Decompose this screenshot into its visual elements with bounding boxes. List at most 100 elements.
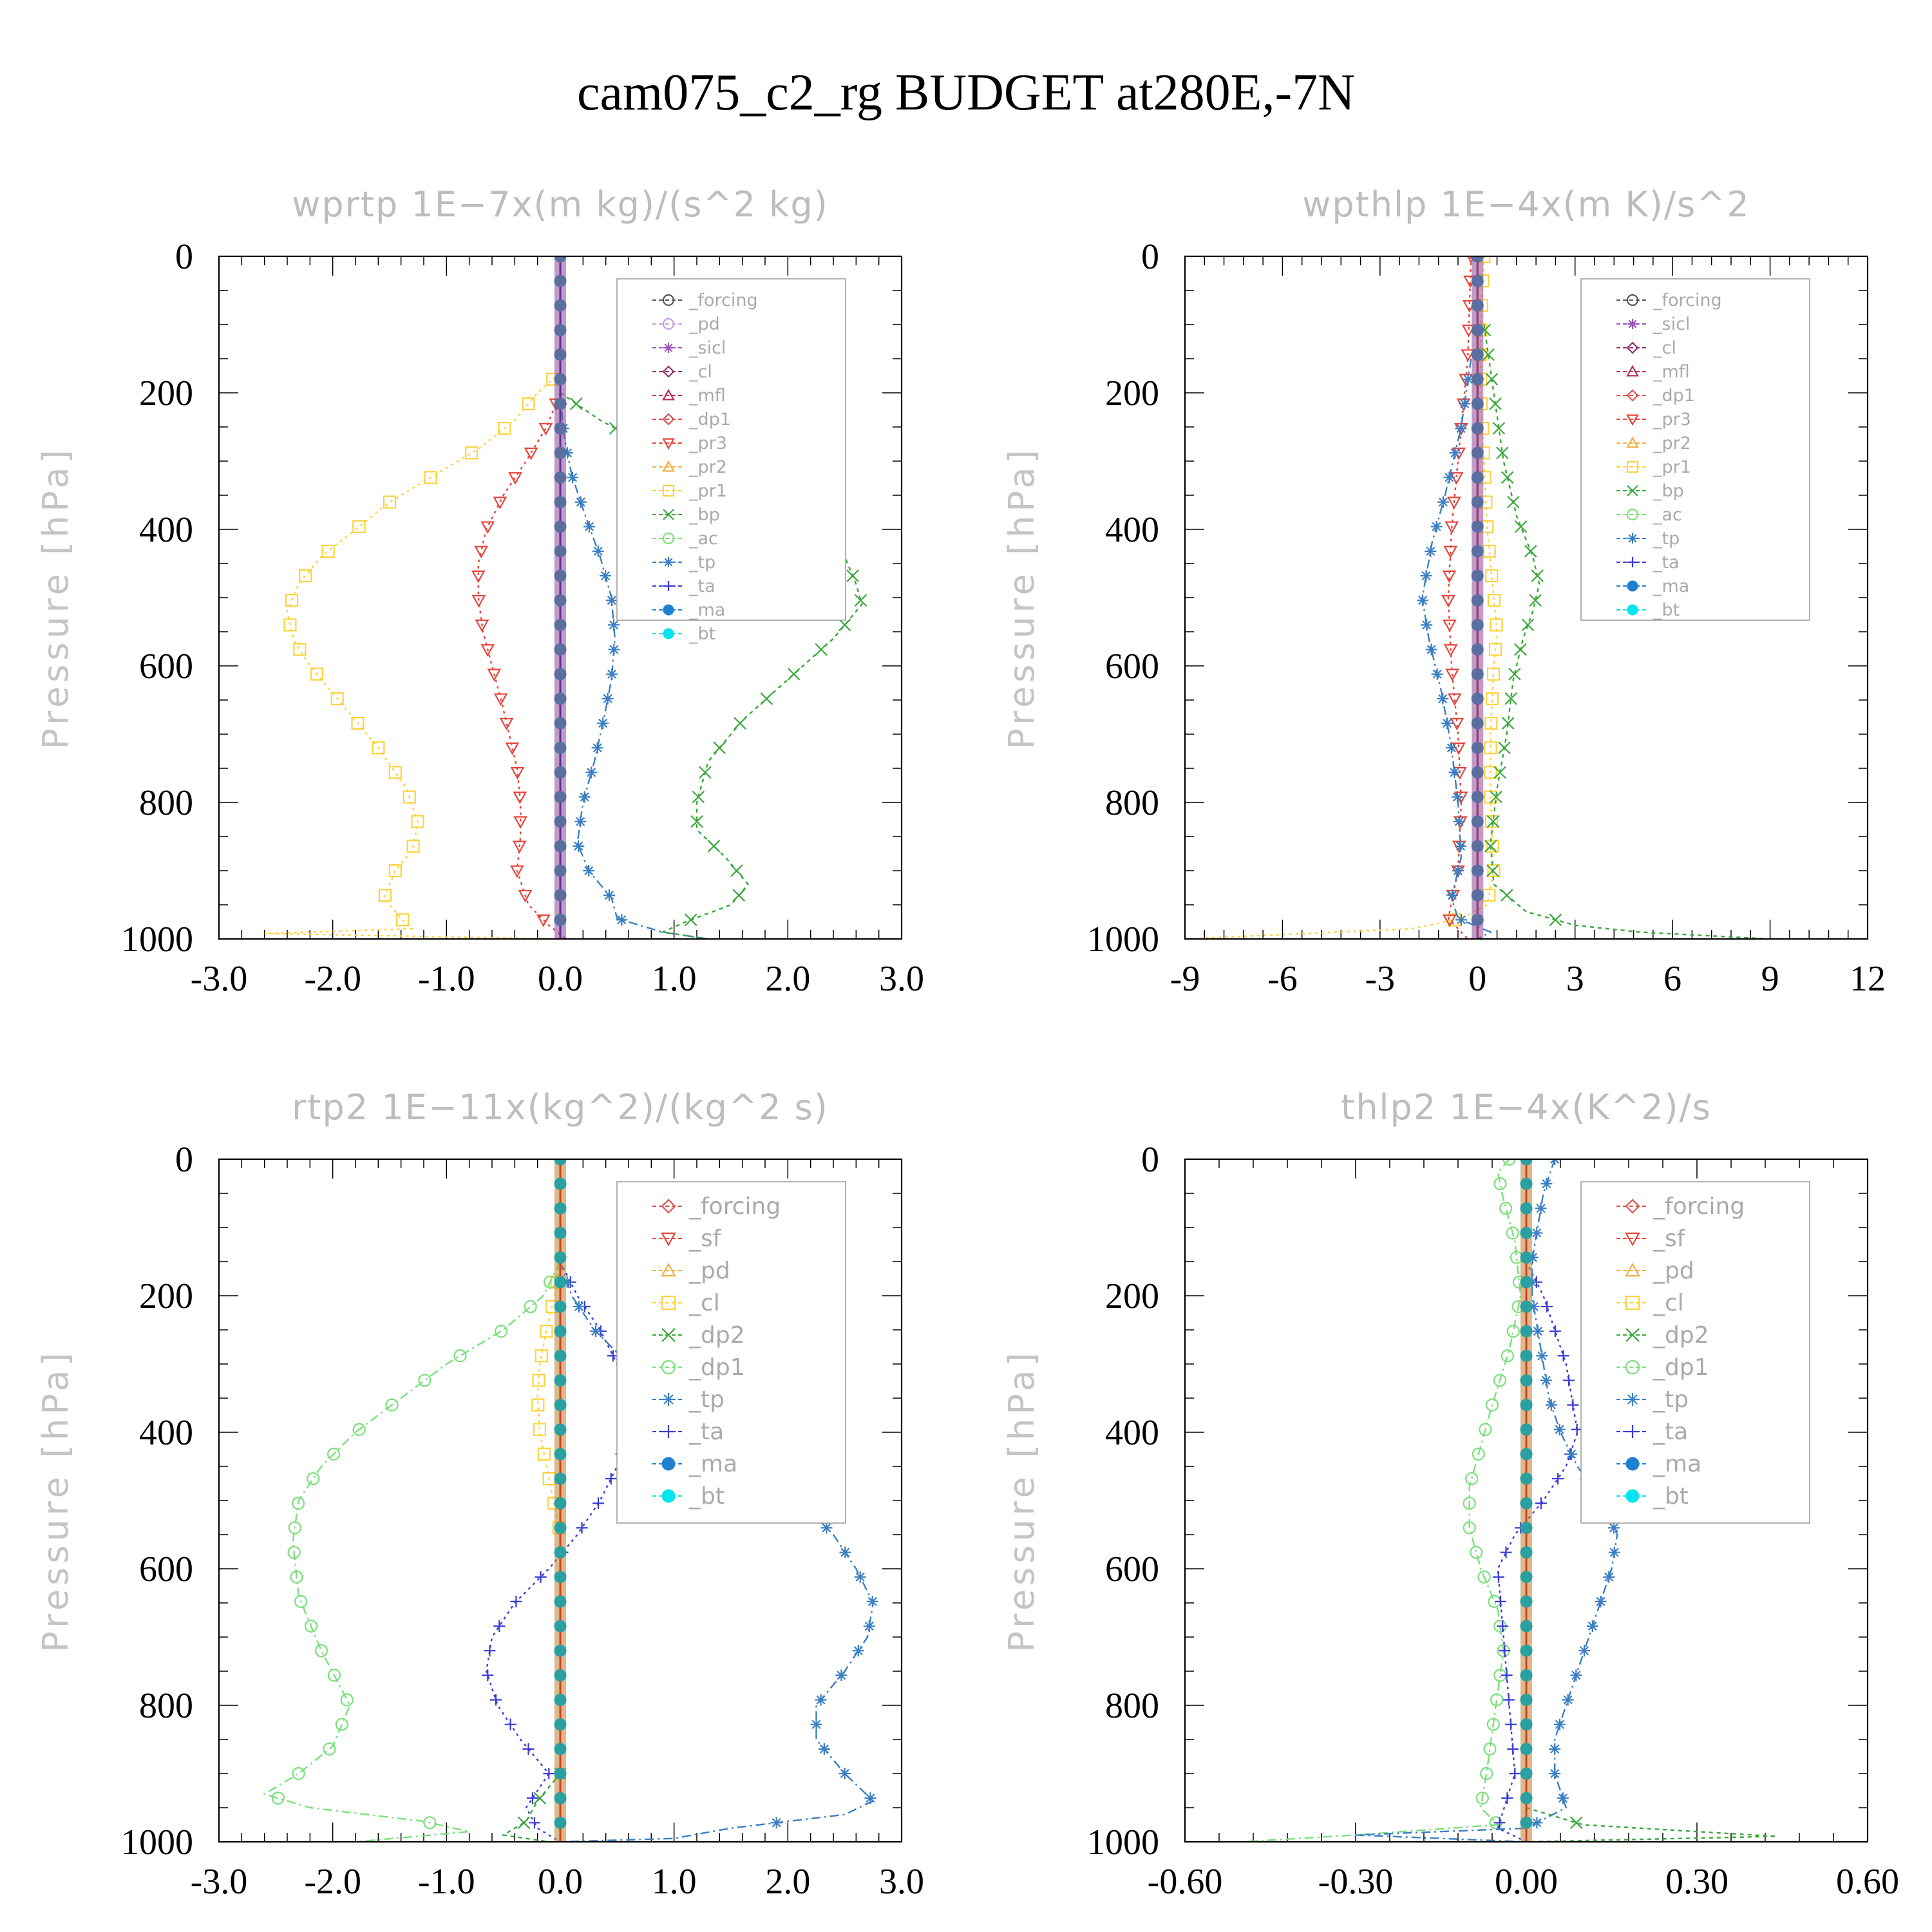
data-point [510, 767, 525, 780]
zero-point [1471, 520, 1484, 533]
data-point [592, 545, 604, 557]
legend-item: _pr1 [652, 481, 727, 501]
zero-point [554, 373, 567, 386]
legend-label: _sf [1653, 1226, 1686, 1252]
data-point [1483, 1742, 1497, 1756]
data-point [1490, 618, 1503, 632]
y-tick-label: 400 [139, 510, 193, 550]
zero-point [554, 1644, 567, 1657]
data-point [1437, 692, 1449, 705]
data-point [411, 815, 424, 828]
data-point [846, 569, 859, 582]
x-tick-label: -9 [1170, 959, 1200, 999]
data-point [1501, 1669, 1513, 1681]
data-point [474, 545, 489, 559]
legend-item: _bp [1616, 481, 1684, 501]
x-tick-label: 0.00 [1495, 1862, 1558, 1902]
y-axis-label: Pressure [hPa] [35, 1349, 76, 1652]
data-point [314, 1644, 328, 1658]
data-point [310, 667, 324, 681]
legend-item: _dp1 [1616, 1354, 1709, 1381]
data-point [1501, 1349, 1514, 1363]
data-point [352, 1423, 366, 1436]
data-point [538, 422, 553, 436]
data-point [608, 619, 620, 631]
zero-point [1520, 1669, 1533, 1681]
data-point [1536, 1350, 1548, 1362]
zero-point [1520, 1325, 1533, 1338]
data-point [495, 1325, 508, 1338]
legend-item: _bt [1616, 600, 1680, 620]
data-point [1461, 349, 1475, 362]
y-tick-label: 1000 [1087, 920, 1159, 960]
data-point [1482, 889, 1496, 902]
data-point [493, 497, 507, 509]
zero-point [554, 766, 567, 779]
data-point [770, 1817, 782, 1829]
data-point [730, 864, 743, 877]
series-dp1 [1242, 1159, 1526, 1842]
data-point [1532, 1325, 1544, 1338]
data-point [1431, 668, 1443, 680]
legend-marker [662, 388, 675, 401]
data-point [418, 1374, 431, 1387]
data-point [574, 496, 587, 508]
data-point [616, 914, 628, 926]
legend-label: _cl [688, 362, 712, 382]
legend-marker [663, 343, 674, 353]
zero-point [1520, 1202, 1533, 1215]
data-point [1608, 1522, 1620, 1534]
zero-point [554, 1571, 567, 1584]
data-point [1484, 716, 1498, 730]
zero-point [554, 1472, 567, 1485]
data-point [1487, 864, 1501, 878]
legend-marker [662, 413, 675, 426]
data-point [606, 668, 618, 680]
data-point [535, 1571, 547, 1583]
data-point [1421, 619, 1433, 631]
data-point [1463, 1521, 1476, 1535]
data-point [271, 1792, 285, 1805]
zero-point [1471, 569, 1484, 582]
data-point [1540, 1178, 1553, 1190]
data-point [522, 397, 535, 411]
data-point [1501, 471, 1514, 484]
data-point [600, 570, 612, 582]
data-point [1506, 1226, 1519, 1240]
zero-point [554, 1300, 567, 1313]
legend-label: _ma [1653, 576, 1689, 596]
legend-label: _sicl [1653, 314, 1690, 334]
data-point [1553, 1718, 1566, 1730]
legend-item: _ac [1616, 505, 1682, 525]
data-point [290, 1570, 303, 1584]
legend-label: _bp [688, 505, 720, 525]
data-point [1480, 1766, 1493, 1781]
data-point [561, 1276, 573, 1288]
legend-label: _bt [1653, 1483, 1689, 1510]
data-point [608, 643, 620, 656]
series-tp [1417, 358, 1493, 939]
zero-point [1471, 397, 1484, 410]
legend-marker [1626, 1425, 1639, 1438]
data-point [585, 766, 598, 779]
data-point [510, 1595, 522, 1607]
data-point [603, 889, 615, 902]
legend-label: _tp [688, 1387, 724, 1413]
data-point [1453, 815, 1465, 828]
data-point [685, 913, 697, 927]
data-point [1442, 570, 1457, 583]
legend-item: _dp2 [1616, 1322, 1709, 1349]
data-point [1535, 1497, 1547, 1510]
legend-label: _pd [1653, 1258, 1694, 1284]
y-tick-label: 800 [1105, 783, 1159, 823]
legend-item: _tp [652, 553, 715, 573]
legend-item: _tp [652, 1387, 724, 1413]
data-point [1499, 1202, 1513, 1215]
data-point [1425, 643, 1437, 656]
data-point [1496, 446, 1509, 460]
legend-label: _ta [688, 576, 715, 596]
panel-4: thlp2 1E−4x(K^2)/s Pressure [hPa] -0.60 -0.… [1001, 1087, 1899, 1902]
data-point [573, 840, 585, 852]
legend-label: _ma [1653, 1451, 1701, 1477]
legend-label: _bp [1653, 481, 1684, 501]
